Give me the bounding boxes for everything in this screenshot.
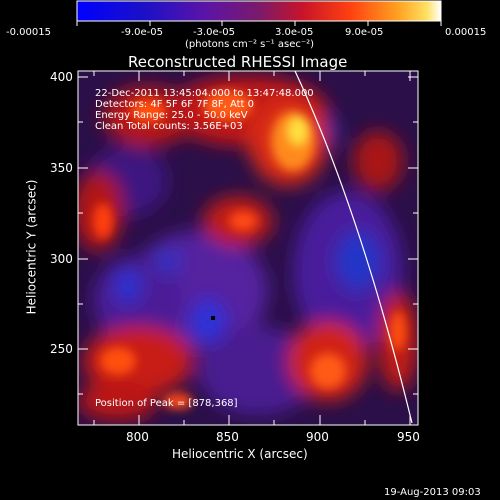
- solar-limb-line: [294, 70, 413, 424]
- colorbar-ticks: [76, 21, 442, 26]
- colorbar-tick-label: -0.00015: [6, 27, 51, 38]
- colorbar-tick-label: -3.0e-05: [193, 27, 235, 38]
- y-tick-label: 400: [50, 70, 73, 84]
- x-tick-label: 950: [397, 430, 420, 444]
- info-counts: Clean Total counts: 3.56E+03: [95, 121, 243, 132]
- observation-info: 22-Dec-2011 13:45:04.000 to 13:47:48.000…: [95, 88, 314, 132]
- colorbar-tick-label: 3.0e-05: [275, 27, 314, 38]
- y-axis-label: Heliocentric Y (arcsec): [24, 179, 39, 315]
- info-detectors: Detectors: 4F 5F 6F 7F 8F, Att 0: [95, 99, 255, 110]
- footer-date: 19-Aug-2013 09:03: [384, 487, 481, 498]
- x-tick-label: 900: [306, 430, 329, 444]
- x-axis-label: Heliocentric X (arcsec): [172, 447, 308, 461]
- x-tick-label: 800: [126, 430, 149, 444]
- colorbar-tick-label: 9.0e-05: [345, 27, 384, 38]
- colorbar-tick-label: -9.0e-05: [121, 27, 163, 38]
- colorbar: [76, 0, 442, 26]
- colorbar-tick-label: 0.00015: [445, 27, 487, 38]
- y-tick-label: 350: [50, 161, 73, 175]
- info-time-range: 22-Dec-2011 13:45:04.000 to 13:47:48.000: [95, 88, 314, 99]
- plot-title: Reconstructed RHESSI Image: [128, 53, 348, 71]
- y-tick-label: 250: [50, 342, 73, 356]
- colorbar-gradient: [76, 0, 442, 22]
- x-tick-label: 850: [216, 430, 239, 444]
- y-tick-label: 300: [50, 252, 73, 266]
- peak-position: Position of Peak = [878,368]: [95, 398, 238, 409]
- info-energy-range: Energy Range: 25.0 - 50.0 keV: [95, 110, 248, 121]
- colorbar-unit-label: (photons cm⁻² s⁻¹ asec⁻²): [185, 39, 315, 50]
- rhessi-image: [78, 71, 418, 425]
- plot-frame: [77, 70, 419, 426]
